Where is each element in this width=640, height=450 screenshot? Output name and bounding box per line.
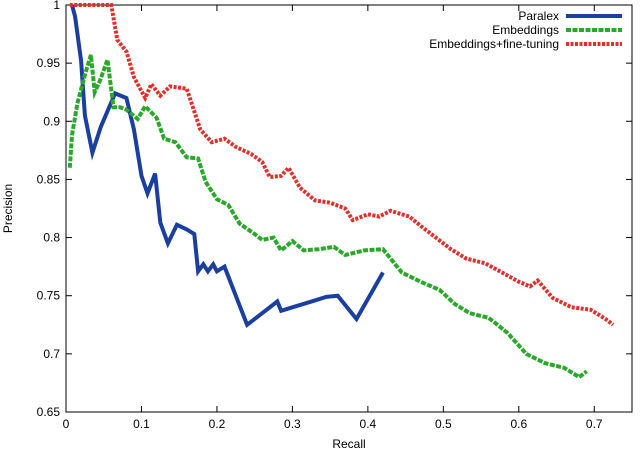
x-tick-label: 0 (63, 417, 70, 431)
x-tick-label: 0.5 (435, 417, 452, 431)
y-tick-label: 0.85 (37, 172, 61, 186)
y-tick-label: 0.8 (43, 231, 60, 245)
legend-label: Paralex (518, 9, 559, 23)
y-tick-label: 0.65 (37, 405, 61, 419)
legend-label: Embeddings+fine-tuning (429, 37, 559, 51)
y-axis-title: Precision (1, 184, 15, 233)
x-tick-label: 0.6 (510, 417, 527, 431)
series-line-embeddings (67, 54, 588, 380)
y-tick-label: 0.7 (43, 347, 60, 361)
x-axis-title: Recall (332, 437, 365, 450)
legend-label: Embeddings (492, 23, 559, 37)
plot-frame (65, 4, 633, 413)
series-layer (67, 3, 615, 380)
x-tick-label: 0.7 (586, 417, 603, 431)
series-line-embeddings-fine-tuning (69, 3, 615, 327)
y-tick-label: 0.9 (43, 114, 60, 128)
axis-ticks: 0 0.1 0.2 0.3 0.4 0.5 0.6 0.7 0.65 0.7 0.75 0.8 0.85… (37, 0, 632, 431)
y-tick-label: 0.75 (37, 289, 61, 303)
x-tick-label: 0.1 (133, 417, 150, 431)
series-line-paralex (70, 4, 385, 329)
y-tick-label: 1 (53, 0, 60, 12)
y-tick-label: 0.95 (37, 56, 61, 70)
x-tick-label: 0.4 (360, 417, 377, 431)
x-tick-label: 0.3 (284, 417, 301, 431)
x-tick-label: 0.2 (209, 417, 226, 431)
